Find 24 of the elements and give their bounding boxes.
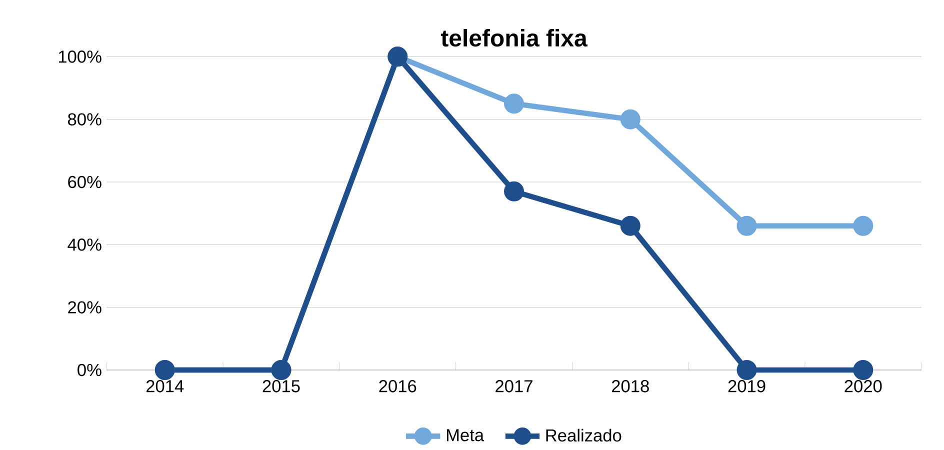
chart-title: telefonia fixa [440,28,588,47]
x-tick-label: 2014 [146,380,184,392]
point [620,216,640,236]
point [620,109,640,130]
x-tick-label: 2016 [379,380,416,392]
y-tick-label: 40% [68,238,102,251]
legend-label: Realizado [546,428,622,442]
legend-label: Meta [446,429,484,442]
y-tick-label: 100% [58,50,102,63]
y-tick-label: 20% [68,301,102,314]
point [504,181,524,202]
point [736,216,757,236]
x-tick-label: 2017 [496,380,532,392]
y-tick-label: 0% [78,364,102,376]
x-tick-label: 2015 [262,380,300,392]
x-tick-label: 2019 [728,380,766,392]
y-tick-label: 80% [68,113,102,126]
point [736,360,757,380]
point [504,94,524,114]
x-tick-label: 2020 [844,380,882,392]
point [853,360,874,380]
y-tick-label: 60% [68,176,102,188]
x-tick-label: 2018 [612,380,649,392]
point [853,216,874,236]
